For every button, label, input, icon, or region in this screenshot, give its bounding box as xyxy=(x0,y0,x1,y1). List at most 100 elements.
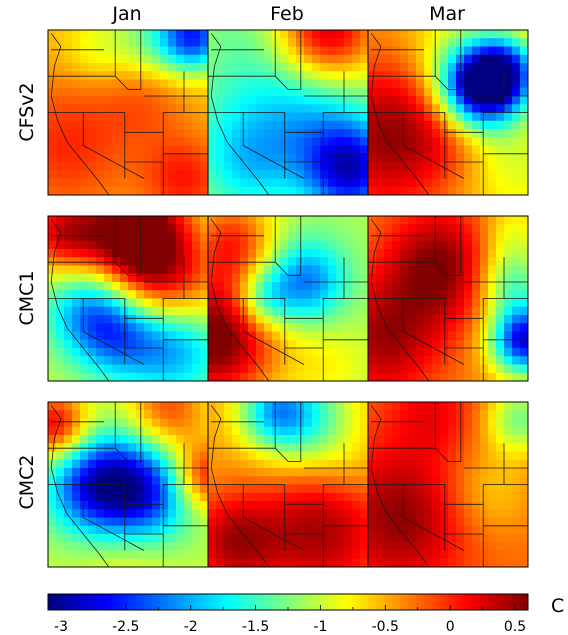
heatmap-cell xyxy=(104,104,113,113)
heatmap-cell xyxy=(432,96,441,105)
colorbar-unit: C xyxy=(551,595,564,617)
heatmap-cell xyxy=(184,178,193,188)
state-border-line xyxy=(403,298,446,365)
heatmap-cell xyxy=(104,484,113,494)
heatmap-cell xyxy=(216,54,225,64)
heatmap-cell xyxy=(232,178,241,188)
heatmap-cell xyxy=(376,178,385,188)
heatmap-cell xyxy=(448,96,457,105)
heatmap-cell xyxy=(440,476,449,485)
heatmap-cell xyxy=(128,468,137,477)
heatmap-cell xyxy=(424,534,433,543)
heatmap-cell xyxy=(288,96,297,105)
heatmap-cell xyxy=(352,79,361,89)
heatmap-cell xyxy=(112,459,121,469)
heatmap-cell xyxy=(192,71,201,80)
heatmap-cell xyxy=(48,517,57,527)
heatmap-cell xyxy=(240,410,249,419)
heatmap-cell xyxy=(224,224,233,233)
heatmap-cell xyxy=(288,54,297,64)
heatmap-cell xyxy=(376,170,385,179)
heatmap-cell xyxy=(296,265,305,275)
heatmap-cell xyxy=(104,46,113,56)
heatmap-cell xyxy=(232,120,241,130)
heatmap-cell xyxy=(112,273,121,283)
heatmap-cell xyxy=(144,410,153,419)
heatmap-cell xyxy=(104,542,113,551)
heatmap-cell xyxy=(496,153,505,163)
heatmap-cell xyxy=(504,418,513,428)
heatmap-cell xyxy=(104,257,113,266)
heatmap-cell xyxy=(392,443,401,452)
colorbar-segment xyxy=(400,594,405,610)
heatmap-cell xyxy=(288,273,297,283)
heatmap-cell xyxy=(56,240,65,250)
heatmap-cell xyxy=(144,298,153,308)
heatmap-cell xyxy=(296,426,305,436)
heatmap-cell xyxy=(208,315,217,324)
heatmap-cell xyxy=(184,558,193,568)
heatmap-cell xyxy=(136,339,145,349)
heatmap-cell xyxy=(176,38,185,47)
heatmap-cell xyxy=(488,484,497,494)
heatmap-cell xyxy=(384,315,393,324)
heatmap-cell xyxy=(440,435,449,444)
heatmap-cell xyxy=(96,96,105,105)
heatmap-cell xyxy=(488,178,497,188)
heatmap-cell xyxy=(392,501,401,510)
heatmap-cell xyxy=(432,54,441,64)
heatmap-cell xyxy=(136,46,145,56)
heatmap-cell xyxy=(240,476,249,485)
heatmap-cell xyxy=(344,402,353,411)
heatmap-cell xyxy=(416,558,425,568)
heatmap-cell xyxy=(48,418,57,428)
heatmap-cell xyxy=(128,459,137,469)
heatmap-cell xyxy=(400,509,409,518)
heatmap-cell xyxy=(168,240,177,250)
heatmap-cell xyxy=(504,356,513,365)
heatmap-cell xyxy=(320,30,329,39)
heatmap-cell xyxy=(88,323,97,332)
heatmap-cell xyxy=(392,476,401,485)
heatmap-cell xyxy=(472,372,481,382)
heatmap-cell xyxy=(136,240,145,250)
heatmap-cell xyxy=(488,402,497,411)
heatmap-cell xyxy=(504,71,513,80)
heatmap-cell xyxy=(400,451,409,461)
heatmap-cell xyxy=(104,509,113,518)
heatmap-cell xyxy=(120,129,129,138)
heatmap-cell xyxy=(160,79,169,89)
heatmap-cell xyxy=(56,558,65,568)
heatmap-cell xyxy=(392,435,401,444)
colorbar-segment xyxy=(404,594,409,610)
colorbar-segment xyxy=(68,594,73,610)
heatmap-cell xyxy=(512,162,521,171)
heatmap-cell xyxy=(152,542,161,551)
heatmap-cell xyxy=(104,153,113,163)
heatmap-cell xyxy=(512,402,521,411)
heatmap-cell xyxy=(288,162,297,171)
heatmap-cell xyxy=(280,54,289,64)
heatmap-cell xyxy=(240,323,249,332)
heatmap-cell xyxy=(280,484,289,494)
heatmap-cell xyxy=(160,249,169,258)
heatmap-cell xyxy=(152,290,161,299)
heatmap-cell xyxy=(408,112,417,122)
heatmap-cell xyxy=(288,534,297,543)
heatmap-cell xyxy=(472,509,481,518)
heatmap-cell xyxy=(216,306,225,316)
heatmap-cell xyxy=(272,46,281,56)
heatmap-cell xyxy=(432,153,441,163)
colorbar-segment xyxy=(256,594,261,610)
heatmap-cell xyxy=(344,558,353,568)
heatmap-cell xyxy=(216,492,225,502)
colorbar-segment xyxy=(152,594,157,610)
heatmap-cell xyxy=(440,153,449,163)
colorbar-tick-label: 0 xyxy=(446,619,455,635)
colorbar-segment xyxy=(252,594,257,610)
heatmap-cell xyxy=(272,38,281,47)
colorbar-segment xyxy=(148,594,153,610)
heatmap-cell xyxy=(240,38,249,47)
heatmap-cell xyxy=(136,443,145,452)
heatmap-cell xyxy=(296,418,305,428)
